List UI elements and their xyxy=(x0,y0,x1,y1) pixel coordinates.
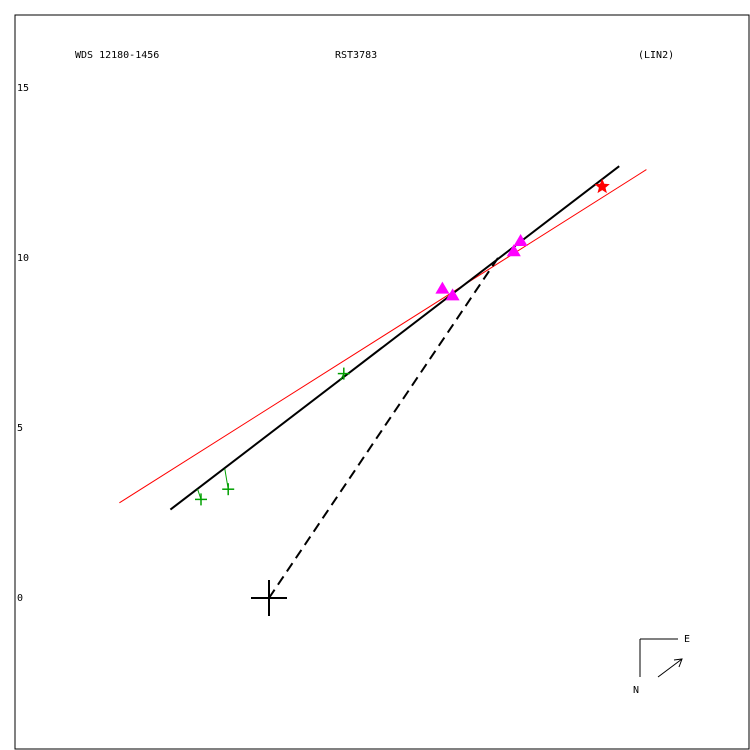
header-left-label: WDS 12180-1456 xyxy=(75,50,159,61)
triangle-point xyxy=(435,281,450,294)
chart-marks xyxy=(195,178,610,506)
header-center-label: RST3783 xyxy=(335,50,377,61)
compass-north-label: N xyxy=(633,685,639,696)
star-point xyxy=(594,178,610,194)
reference-line xyxy=(119,169,647,504)
triangle-point xyxy=(513,234,528,246)
compass-rose: E N xyxy=(633,634,690,696)
triangle-point xyxy=(445,288,460,301)
plot-frame xyxy=(14,14,750,750)
y-tick-label: 5 xyxy=(17,423,23,434)
compass-east-label: E xyxy=(684,634,690,645)
y-tick-label: 15 xyxy=(17,83,29,94)
chart-lines xyxy=(119,165,647,616)
fit-line xyxy=(169,165,620,511)
header-right-label: (LIN2) xyxy=(638,50,674,61)
compass-arrowhead-icon xyxy=(673,658,683,668)
dashed-line xyxy=(268,254,502,599)
y-tick-labels: 15 10 5 0 xyxy=(17,83,29,604)
compass-arrow-icon xyxy=(657,658,683,678)
y-tick-label: 0 xyxy=(17,593,23,604)
y-tick-label: 10 xyxy=(17,253,29,264)
triangle-point xyxy=(506,244,521,257)
